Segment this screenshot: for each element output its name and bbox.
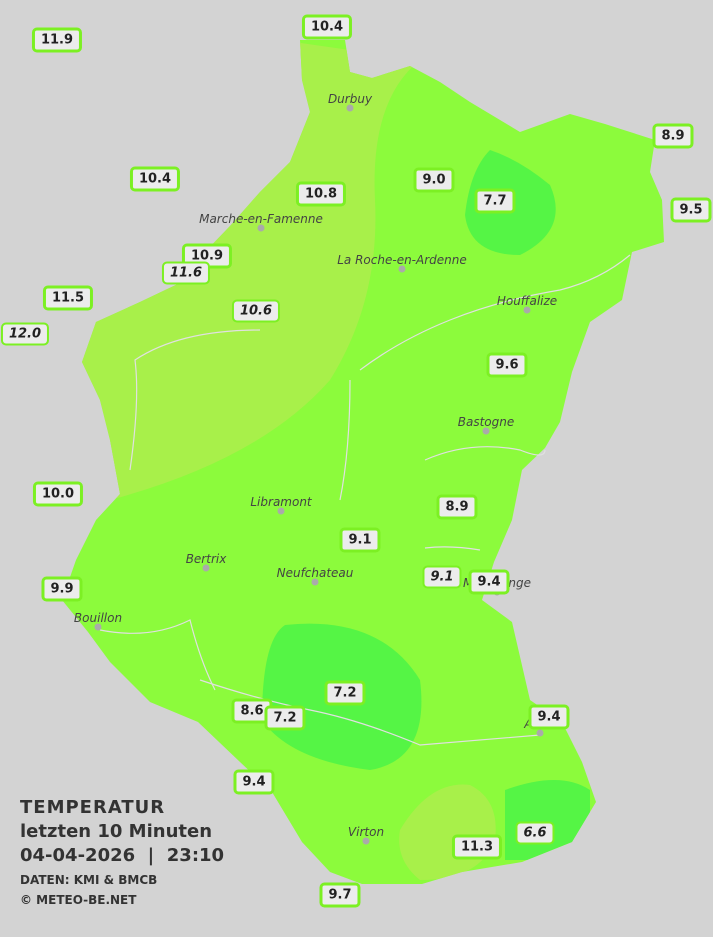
- town-label: Houffalize: [496, 294, 558, 308]
- temperature-reading: 9.7: [319, 882, 361, 908]
- town-label: Bertrix: [185, 552, 227, 566]
- legend-title: TEMPERATUR: [20, 797, 166, 818]
- town-marker: [346, 104, 354, 112]
- legend-copyright: © METEO-BE.NET: [20, 893, 137, 907]
- temperature-reading: 11.5: [42, 285, 94, 311]
- temperature-reading: 8.9: [436, 494, 478, 520]
- temperature-reading: 10.4: [301, 14, 353, 40]
- temperature-reading: 8.9: [652, 123, 694, 149]
- town-marker: [277, 507, 285, 515]
- town-marker: [94, 623, 102, 631]
- town-marker: [523, 306, 531, 314]
- temperature-reading: 9.1: [422, 565, 462, 589]
- temperature-reading: 9.4: [528, 704, 570, 730]
- town-label: Virton: [347, 825, 385, 839]
- temperature-reading: 9.9: [41, 576, 83, 602]
- town-label: Libramont: [250, 495, 312, 509]
- town-marker: [257, 224, 265, 232]
- town-label: Durbuy: [327, 92, 373, 106]
- temperature-reading: 10.8: [295, 181, 347, 207]
- town-marker: [398, 265, 406, 273]
- temperature-reading: 7.2: [264, 705, 306, 731]
- rivers-borders: [99, 254, 631, 746]
- temperature-reading: 12.0: [0, 322, 50, 346]
- temperature-reading: 10.6: [231, 299, 281, 323]
- temperature-reading: 9.6: [486, 352, 528, 378]
- temperature-reading: 9.1: [339, 527, 381, 553]
- town-label: Neufchateau: [276, 566, 354, 580]
- temperature-reading: 6.6: [515, 821, 555, 845]
- town-marker: [482, 427, 490, 435]
- temperature-reading: 8.6: [231, 698, 273, 724]
- town-marker: [362, 837, 370, 845]
- town-marker: [536, 729, 544, 737]
- map-legend: TEMPERATUR letzten 10 Minuten 04-04-2026…: [20, 796, 224, 910]
- town-label: Marche-en-Famenne: [199, 212, 323, 226]
- town-label: Bastogne: [457, 415, 515, 429]
- temperature-reading: 9.0: [413, 167, 455, 193]
- temperature-reading: 9.5: [670, 197, 712, 223]
- town-marker: [311, 578, 319, 586]
- temperature-reading: 10.4: [129, 166, 181, 192]
- legend-source: DATEN: KMI & BMCB: [20, 873, 158, 887]
- town-label: La Roche-en-Ardenne: [337, 253, 467, 267]
- cool-zone-southeast: [505, 780, 590, 860]
- legend-subtitle: letzten 10 Minuten: [20, 821, 213, 842]
- temperature-reading: 7.7: [474, 188, 516, 214]
- temperature-reading: 7.2: [324, 680, 366, 706]
- temperature-reading: 10.0: [32, 481, 84, 507]
- temperature-reading: 9.4: [233, 769, 275, 795]
- legend-datetime: 04-04-2026 | 23:10: [20, 845, 225, 866]
- temperature-reading: 11.3: [451, 834, 503, 860]
- temperature-reading: 11.6: [161, 261, 211, 285]
- temperature-reading: 9.4: [468, 569, 510, 595]
- temperature-reading: 11.9: [31, 27, 83, 53]
- town-marker: [202, 564, 210, 572]
- town-label: Bouillon: [73, 611, 123, 625]
